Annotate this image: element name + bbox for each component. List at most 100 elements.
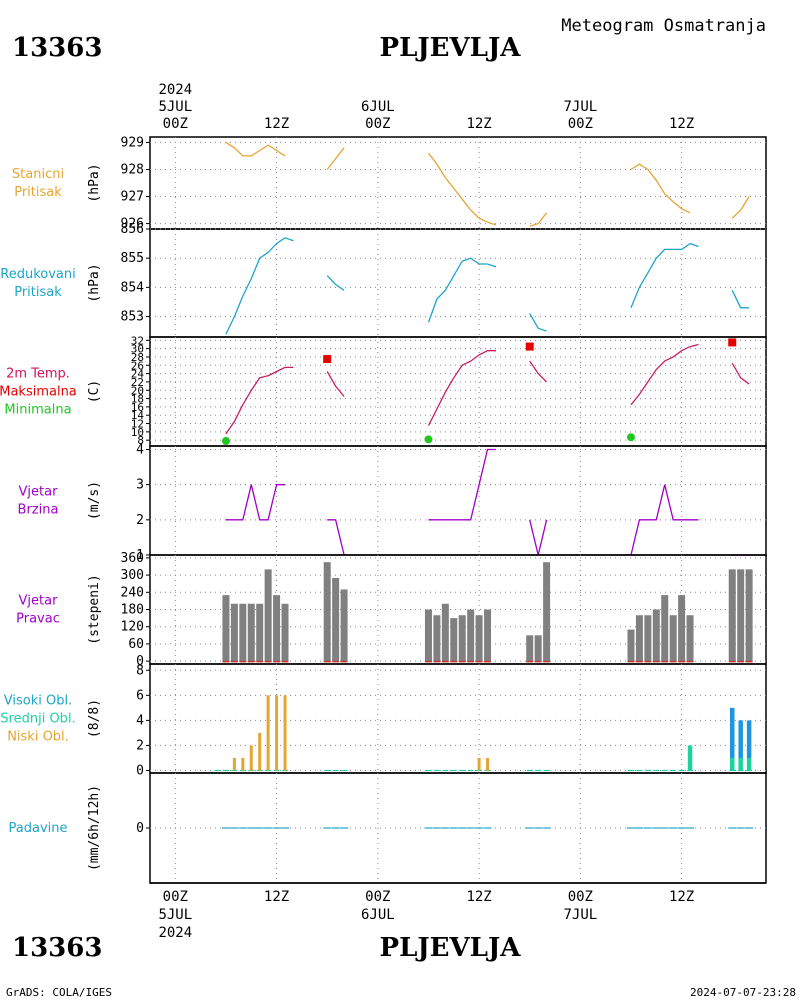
bottom-year-label: 2024 — [158, 925, 192, 941]
direction-bar — [332, 577, 340, 662]
direction-bar — [230, 603, 238, 662]
panel-label: Minimalna — [4, 403, 71, 418]
y-tick-label: 32 — [131, 334, 144, 347]
y-tick-label: 1 — [136, 548, 144, 563]
panel-reduced-pressure: 853 854 855 856 Redukovani Pritisak (hPa) — [0, 222, 767, 338]
y-tick-label: 3 — [136, 478, 144, 493]
y-tick-label: 20 — [131, 384, 144, 397]
direction-bar — [627, 629, 635, 662]
direction-bar — [686, 615, 694, 662]
panel-label: Brzina — [18, 503, 59, 518]
direction-bar — [264, 569, 272, 662]
panel-label: Padavine — [9, 821, 68, 836]
panel-frame — [149, 336, 767, 447]
series-line — [427, 152, 497, 226]
tmax-marker — [728, 338, 737, 347]
y-tick-label: 360 — [121, 551, 144, 566]
top-tick-label: 12Z — [466, 116, 491, 132]
direction-bar — [450, 618, 458, 662]
mid-cloud-bar — [746, 757, 752, 771]
bottom-tick-label: 00Z — [365, 889, 390, 905]
y-tick-label: 0 — [136, 821, 144, 836]
series-line — [630, 163, 691, 214]
low-cloud-bar — [477, 757, 481, 771]
series-line — [529, 313, 547, 332]
series-line — [326, 147, 345, 170]
y-tick-label: 240 — [121, 585, 144, 600]
panel-clouds: 0 2 4 6 8 Visoki Obl. Srednji Obl. Niski Obl. (8… — [0, 663, 767, 778]
direction-bar — [737, 569, 745, 662]
y-tick-label: 18 — [131, 393, 144, 406]
panel-station-pressure: 926 927 928 929 Stanicni Pritisak (hPa) — [12, 135, 767, 232]
panel-precipitation: 0 Padavine (mm/6h/12h) — [9, 772, 767, 884]
panel-label: Niski Obl. — [7, 730, 69, 745]
y-tick-label: 928 — [121, 162, 144, 177]
y-tick-label: 4 — [136, 443, 144, 458]
series-line — [326, 275, 345, 291]
series-line — [427, 257, 497, 323]
series-line — [630, 242, 699, 309]
y-tick-label: 2 — [136, 738, 144, 753]
panel-label: Pritisak — [14, 285, 62, 300]
y-tick-label: 28 — [131, 351, 144, 364]
y-tick-label: 8 — [136, 663, 144, 678]
y-tick-label: 14 — [131, 409, 145, 422]
y-tick-label: 300 — [121, 568, 144, 583]
series-line — [326, 371, 345, 397]
mid-cloud-bar — [729, 757, 735, 771]
bottom-tick-label: 00Z — [163, 889, 188, 905]
y-tick-label: 22 — [131, 376, 144, 389]
bottom-tick-label: 12Z — [669, 889, 694, 905]
direction-bar — [458, 615, 466, 662]
y-tick-label: 855 — [121, 251, 144, 266]
panel-label: Vjetar — [19, 485, 59, 500]
panel-frame — [149, 445, 767, 556]
panel-label: Pritisak — [14, 185, 62, 200]
y-tick-label: 2 — [136, 513, 144, 528]
series-line — [731, 196, 750, 219]
tmax-marker — [323, 355, 332, 364]
direction-bar — [424, 609, 432, 662]
y-tick-label: 927 — [121, 190, 144, 205]
direction-bar — [467, 609, 475, 662]
tmin-marker — [626, 433, 635, 442]
direction-bar — [433, 615, 441, 662]
y-tick-label: 4 — [136, 713, 144, 728]
y-tick-label: 856 — [121, 222, 144, 237]
direction-bar — [256, 603, 264, 662]
y-tick-label: 24 — [131, 368, 145, 381]
y-tick-label: 926 — [121, 217, 144, 232]
mid-cloud-bar — [687, 745, 693, 771]
tmin-marker — [221, 437, 230, 446]
panel-wind-direction: 0 60 120 180 240 300 360 Vjetar Pravac (stepeni) — [16, 551, 767, 669]
bottom-tick-label: 12Z — [466, 889, 491, 905]
top-tick-label: 00Z — [163, 116, 188, 132]
y-tick-label: 180 — [121, 603, 144, 618]
top-tick-label: 12Z — [669, 116, 694, 132]
direction-bar — [441, 603, 449, 662]
series-line — [327, 519, 345, 556]
bottom-tick-label: 12Z — [264, 889, 289, 905]
y-tick-label: 120 — [121, 620, 144, 635]
unit-label: (m/s) — [87, 481, 102, 520]
bottom-day-label: 7JUL — [563, 907, 597, 923]
low-cloud-bar — [486, 757, 490, 771]
y-tick-label: 8 — [137, 434, 144, 447]
series-line — [529, 212, 548, 227]
panel-label: Srednji Obl. — [0, 712, 75, 727]
y-tick-label: 60 — [128, 637, 144, 652]
station-name-top: PLJEVLJA — [380, 33, 522, 63]
unit-label: (C) — [87, 380, 102, 403]
unit-label: (hPa) — [87, 163, 102, 202]
direction-bar — [644, 615, 652, 662]
panel-label: Redukovani — [0, 267, 75, 282]
y-tick-label: 0 — [136, 763, 144, 778]
panel-frame — [149, 136, 767, 230]
station-name-bottom: PLJEVLJA — [380, 933, 522, 963]
high-cloud-bar — [738, 720, 743, 758]
product-title: Meteogram Osmatranja — [561, 16, 766, 36]
top-day-label: 6JUL — [361, 99, 395, 115]
